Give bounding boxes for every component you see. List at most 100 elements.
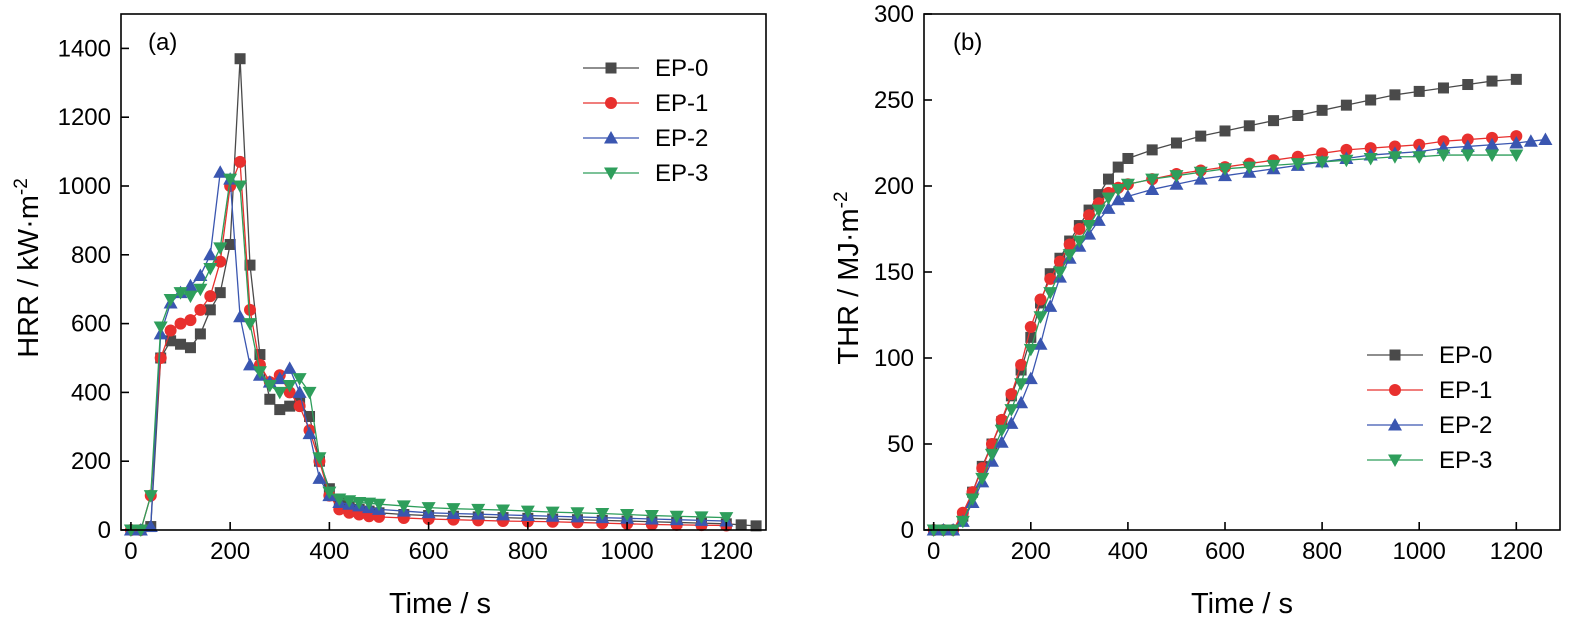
data-point-ep-3 — [1043, 287, 1058, 300]
x-axis-title-b: Time / s — [1191, 588, 1293, 620]
data-point-ep-3 — [1363, 152, 1378, 166]
data-point-ep-3 — [1072, 235, 1087, 249]
legend-marker — [1388, 418, 1402, 431]
data-point-ep-0 — [735, 519, 747, 531]
data-point-ep-3 — [595, 507, 610, 521]
data-point-ep-0 — [1093, 189, 1105, 201]
data-point-ep-3 — [1052, 266, 1067, 279]
data-point-ep-1 — [1044, 272, 1057, 285]
y-axis-title-b-text: THR / MJ·m — [833, 208, 865, 364]
data-point-ep-0 — [304, 410, 316, 422]
data-point-ep-0 — [1340, 99, 1352, 111]
legend-marker — [1389, 349, 1401, 361]
panel-label-b: (b) — [953, 29, 982, 56]
data-point-ep-1 — [1053, 255, 1066, 268]
x-tick-label-a: 1200 — [700, 538, 753, 565]
panel-b: 0 200 400 600 800 1000 1200050100150200250300 … — [831, 1, 1561, 620]
data-point-ep-1 — [343, 506, 356, 519]
data-point-ep-2 — [1023, 371, 1038, 385]
data-point-ep-2 — [1169, 177, 1184, 190]
data-point-ep-3 — [1412, 151, 1427, 164]
x-tick-label-b: 800 — [1302, 538, 1342, 565]
data-point-ep-2 — [1145, 182, 1160, 195]
legend-label: EP-1 — [1439, 377, 1492, 404]
data-point-ep-3 — [984, 448, 999, 462]
data-point-ep-3 — [362, 497, 377, 511]
legend-marker — [605, 97, 617, 109]
data-point-ep-1 — [194, 303, 207, 316]
data-point-ep-2 — [1033, 337, 1048, 350]
x-tick-label-b: 600 — [1205, 538, 1245, 565]
data-point-ep-3 — [332, 493, 347, 507]
data-point-ep-3 — [1436, 149, 1451, 163]
data-point-ep-3 — [1339, 154, 1354, 168]
data-point-ep-3 — [203, 263, 218, 276]
legend-marker — [1389, 384, 1401, 396]
x-tick-label-a: 400 — [309, 538, 349, 565]
data-point-ep-0 — [1510, 73, 1522, 85]
data-point-ep-2 — [193, 268, 208, 281]
x-tick-label-b: 1000 — [1393, 538, 1446, 565]
data-point-ep-0 — [1243, 120, 1255, 132]
data-point-ep-3 — [342, 495, 357, 508]
y-tick-label-a: 600 — [71, 311, 111, 338]
data-point-ep-0 — [1195, 130, 1207, 142]
data-point-ep-3 — [1145, 173, 1160, 187]
x-axis-title-a: Time / s — [389, 588, 491, 620]
data-point-ep-3 — [153, 321, 168, 335]
data-point-ep-2 — [1538, 132, 1553, 146]
series-ep-1-b — [927, 130, 1523, 536]
x-tick-label-b: 1200 — [1490, 538, 1543, 565]
data-point-ep-3 — [1101, 192, 1116, 206]
data-point-ep-1 — [164, 324, 177, 337]
data-point-ep-0 — [1219, 125, 1231, 137]
data-point-ep-1 — [1015, 358, 1028, 371]
data-point-ep-3 — [1218, 163, 1233, 176]
y-axis-title-a-text: HRR / kW·m — [13, 195, 45, 358]
data-point-ep-3 — [1033, 311, 1048, 324]
data-point-ep-0 — [165, 335, 177, 347]
data-point-ep-0 — [175, 338, 187, 350]
y-tick-label-a: 1000 — [58, 173, 111, 200]
data-point-ep-1 — [204, 290, 217, 303]
series-line-ep-0-b — [933, 78, 1517, 531]
data-point-ep-1 — [1024, 321, 1037, 334]
legend-label: EP-3 — [1439, 447, 1492, 474]
x-tick-label-b: 0 — [927, 538, 940, 565]
data-point-ep-3 — [262, 380, 277, 393]
data-point-ep-1 — [154, 352, 167, 364]
data-point-ep-1 — [1005, 388, 1018, 401]
y-tick-label-b: 150 — [874, 259, 914, 286]
data-point-ep-1 — [174, 317, 187, 330]
legend-entry-ep-1-a: EP-1 — [583, 90, 708, 117]
data-point-ep-3 — [282, 380, 297, 393]
data-point-ep-2 — [1523, 134, 1538, 147]
data-point-ep-3 — [496, 504, 511, 518]
series-line-ep-3-a — [130, 177, 727, 531]
data-point-ep-1 — [363, 510, 376, 523]
data-point-ep-3 — [213, 242, 228, 255]
panel-label-a: (a) — [148, 29, 177, 56]
data-point-ep-0 — [1292, 109, 1304, 121]
legend-label: EP-2 — [1439, 412, 1492, 439]
y-tick-label-a: 0 — [98, 517, 111, 544]
data-point-ep-1 — [214, 255, 227, 268]
data-point-ep-0 — [1462, 79, 1474, 91]
data-point-ep-1 — [353, 508, 366, 521]
data-point-ep-2 — [282, 361, 297, 374]
data-point-ep-3 — [1082, 220, 1097, 233]
legend-marker — [604, 131, 618, 144]
data-point-ep-3 — [975, 472, 990, 486]
data-point-ep-0 — [184, 342, 196, 354]
data-point-ep-3 — [446, 503, 461, 516]
series-line-ep-1-b — [933, 135, 1517, 531]
series-line-ep-3-b — [933, 154, 1517, 531]
data-point-ep-3 — [372, 498, 386, 512]
data-point-ep-3 — [1023, 343, 1038, 357]
data-point-ep-1 — [234, 155, 247, 168]
data-point-ep-2 — [143, 519, 158, 533]
data-point-ep-3 — [955, 515, 970, 529]
data-point-ep-1 — [1083, 209, 1096, 222]
plot-frame-a — [120, 13, 767, 531]
